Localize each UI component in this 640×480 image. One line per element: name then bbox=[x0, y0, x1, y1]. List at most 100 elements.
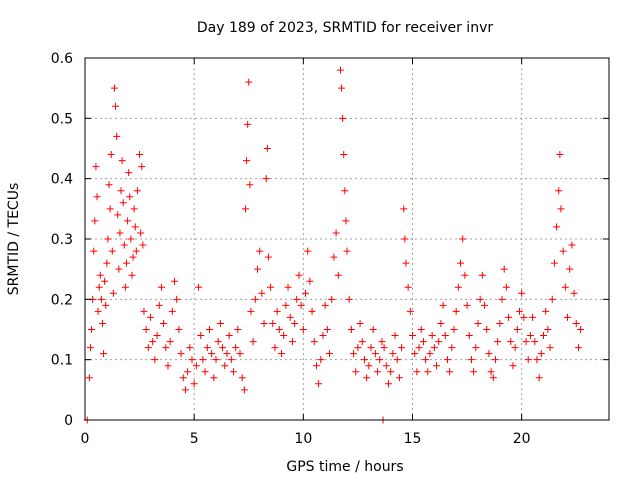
data-point bbox=[249, 338, 257, 346]
data-point bbox=[529, 313, 537, 321]
data-point bbox=[437, 319, 445, 327]
data-point bbox=[443, 356, 451, 364]
data-point bbox=[271, 344, 279, 352]
data-point bbox=[192, 362, 200, 370]
data-point bbox=[258, 289, 266, 297]
data-point bbox=[515, 307, 523, 315]
data-point bbox=[406, 307, 414, 315]
data-point bbox=[137, 229, 145, 237]
data-point bbox=[367, 344, 375, 352]
y-tick-label: 0.5 bbox=[51, 111, 73, 127]
data-point bbox=[212, 356, 220, 364]
data-point bbox=[138, 163, 146, 171]
data-point bbox=[548, 295, 556, 303]
data-point bbox=[302, 289, 310, 297]
data-point bbox=[387, 368, 395, 376]
data-point bbox=[109, 289, 117, 297]
data-point bbox=[566, 265, 574, 273]
data-point bbox=[232, 344, 240, 352]
data-point bbox=[293, 295, 301, 303]
data-point bbox=[112, 102, 120, 110]
data-point bbox=[520, 313, 528, 321]
data-point bbox=[205, 326, 213, 333]
data-point bbox=[106, 205, 114, 213]
data-point bbox=[531, 338, 539, 346]
data-point bbox=[240, 386, 248, 394]
data-point bbox=[570, 289, 578, 297]
data-point bbox=[136, 151, 144, 159]
data-point bbox=[227, 356, 235, 364]
data-point bbox=[282, 301, 290, 309]
data-point bbox=[304, 247, 312, 255]
data-point bbox=[544, 326, 552, 333]
data-point bbox=[461, 271, 469, 279]
data-point bbox=[374, 368, 382, 376]
data-point bbox=[428, 332, 436, 340]
data-point bbox=[522, 338, 530, 346]
data-point bbox=[179, 374, 187, 382]
x-tick-label: 20 bbox=[513, 431, 531, 447]
data-point bbox=[319, 332, 327, 340]
data-point bbox=[378, 338, 386, 346]
y-tick-label: 0.1 bbox=[51, 353, 73, 369]
data-point bbox=[413, 368, 421, 376]
data-point bbox=[297, 301, 305, 309]
data-point bbox=[395, 374, 403, 382]
data-point bbox=[256, 247, 264, 255]
data-point bbox=[371, 350, 379, 358]
y-tick-label: 0.2 bbox=[51, 292, 73, 308]
data-point bbox=[101, 277, 109, 285]
data-point bbox=[376, 356, 384, 364]
data-point bbox=[398, 344, 406, 352]
y-tick-label: 0.4 bbox=[51, 172, 73, 188]
data-point bbox=[487, 368, 495, 376]
data-point bbox=[564, 313, 572, 321]
data-point bbox=[502, 283, 510, 291]
data-point bbox=[288, 338, 296, 346]
data-point bbox=[225, 332, 233, 340]
data-point bbox=[142, 326, 150, 333]
data-point bbox=[326, 350, 334, 358]
data-point bbox=[120, 241, 128, 249]
data-point bbox=[459, 235, 467, 243]
data-point bbox=[401, 235, 409, 243]
data-point bbox=[153, 332, 161, 340]
data-point bbox=[358, 338, 366, 346]
data-point bbox=[273, 307, 281, 315]
data-point bbox=[347, 326, 355, 333]
data-point bbox=[251, 295, 259, 303]
data-point bbox=[306, 277, 314, 285]
data-point bbox=[129, 253, 137, 261]
data-point bbox=[90, 247, 98, 255]
data-point bbox=[430, 344, 438, 352]
data-point bbox=[354, 344, 362, 352]
data-point bbox=[195, 283, 203, 291]
data-point bbox=[572, 319, 580, 327]
data-point bbox=[380, 344, 388, 352]
data-point bbox=[555, 187, 563, 195]
data-point bbox=[345, 295, 353, 303]
data-point bbox=[126, 193, 134, 201]
data-point bbox=[568, 241, 576, 249]
data-point bbox=[533, 356, 541, 364]
data-point bbox=[457, 259, 465, 267]
data-point bbox=[151, 356, 159, 364]
data-point bbox=[389, 350, 397, 358]
data-point bbox=[483, 326, 491, 333]
data-point bbox=[310, 338, 318, 346]
data-point bbox=[491, 356, 499, 364]
data-point bbox=[308, 307, 316, 315]
data-point bbox=[173, 295, 181, 303]
data-point bbox=[465, 332, 473, 340]
data-point bbox=[424, 368, 432, 376]
data-point bbox=[546, 344, 554, 352]
data-point bbox=[382, 362, 390, 370]
data-point bbox=[262, 175, 270, 183]
data-point bbox=[341, 187, 349, 195]
data-point bbox=[103, 259, 111, 267]
data-point bbox=[96, 271, 104, 279]
data-point bbox=[208, 350, 216, 358]
data-point bbox=[184, 368, 192, 376]
data-point bbox=[365, 362, 373, 370]
data-point bbox=[550, 259, 558, 267]
